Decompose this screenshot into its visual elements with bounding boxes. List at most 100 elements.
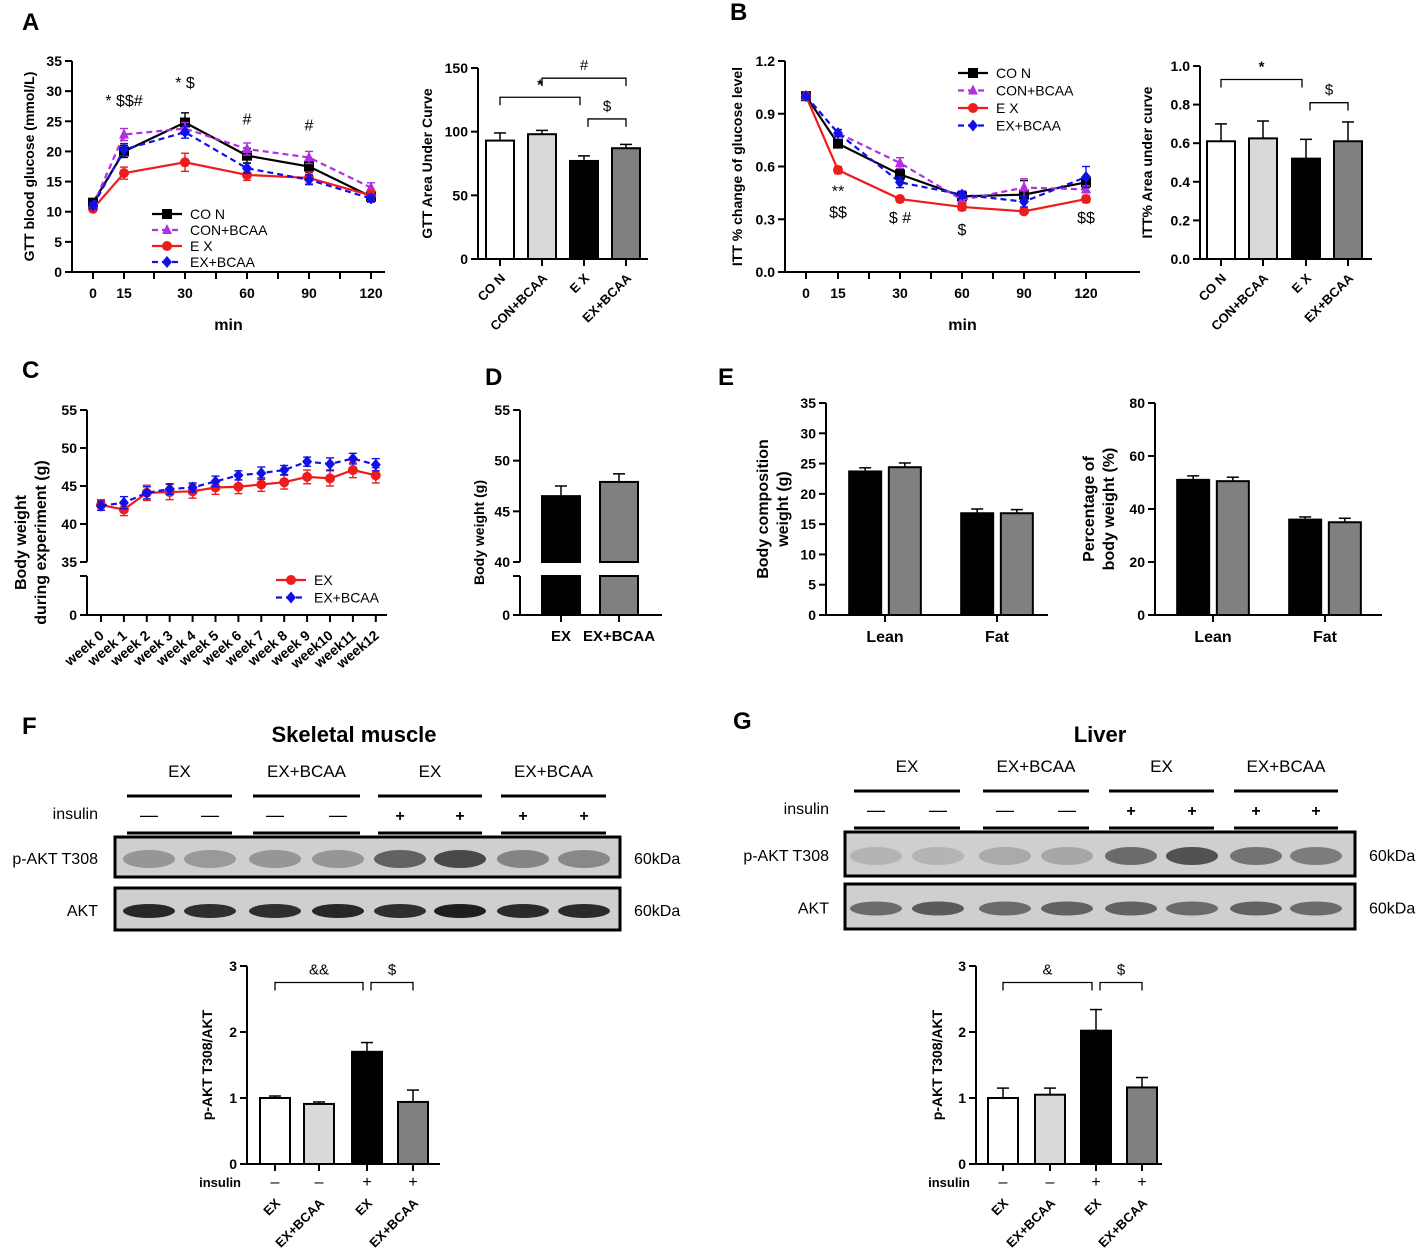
y-tick-label: 10 [800, 546, 816, 562]
blot-insulin-sign: — [929, 800, 947, 820]
bar-EX+BCAA [599, 480, 639, 563]
blot-row-label: p-AKT T308 [12, 851, 98, 868]
blot-band [1230, 847, 1282, 865]
y-tick-label: 60 [1129, 448, 1145, 464]
legend-marker-EX [162, 241, 172, 251]
blot-band [1041, 847, 1093, 865]
data-point-EX [833, 165, 843, 176]
blot-band [912, 847, 964, 865]
data-point-EX+BCAA [118, 496, 129, 509]
y-tick-label: 1 [229, 1090, 237, 1106]
y-axis-label: body weight (%) [1101, 448, 1118, 571]
y-tick-label: 45 [494, 503, 510, 519]
panel-letter-D: D [485, 364, 502, 391]
blot-band [558, 904, 610, 918]
blot-insulin-sign: — [201, 805, 219, 825]
insulin-sign: + [1091, 1174, 1100, 1191]
x-tick-label: 60 [954, 285, 970, 301]
data-point-EX+BCAA [164, 483, 175, 496]
bar-EX+BCAA [1126, 1086, 1158, 1165]
bar-CON+BCAA [1034, 1093, 1066, 1165]
data-point-EX [118, 504, 129, 515]
x-tick-label: CO N [475, 271, 509, 305]
blot-band [184, 904, 236, 918]
panel-letter-E: E [718, 364, 734, 391]
x-tick-label: E X [1289, 270, 1315, 296]
blot-insulin-sign: — [140, 805, 158, 825]
y-axis-label: ITT % change of glucose level [729, 67, 745, 266]
bar-EX+BCAA [999, 512, 1034, 616]
significance-bracket [1099, 981, 1143, 991]
significance-label: & [1042, 962, 1052, 979]
data-point-EX+BCAA [187, 481, 198, 494]
bar-EX+BCAA-lower [599, 575, 639, 616]
y-tick-label: 0.4 [1171, 174, 1191, 190]
bar-EX [1291, 157, 1321, 260]
blot-band [312, 904, 364, 918]
blot-band [979, 901, 1031, 916]
blot-band [1166, 847, 1218, 865]
blot-insulin-label: insulin [784, 801, 829, 818]
data-point-EX [180, 157, 190, 168]
blot-group-label: EX [419, 762, 442, 781]
blot-band [249, 850, 301, 868]
blot-size-label: 60kDa [634, 903, 680, 920]
legend-marker-EX+BCAA [968, 119, 978, 132]
blot-row-label: AKT [67, 903, 98, 920]
series-line-EX+BCAA [92, 130, 372, 207]
data-point-CON [833, 138, 843, 149]
significance-label: $ [603, 98, 612, 115]
significance-bracket [587, 118, 627, 127]
series-line-EX [92, 161, 372, 210]
data-point-EX [1081, 194, 1091, 205]
legend-marker-EX [968, 103, 978, 113]
blot-group-label: EX [896, 757, 919, 776]
blot-group-label: EX [1150, 757, 1173, 776]
insulin-sign: – [315, 1174, 324, 1191]
y-tick-label: 50 [452, 187, 468, 203]
y-tick-label: 2 [958, 1024, 966, 1040]
data-point-EX+BCAA [347, 452, 358, 465]
bar-EX [351, 1050, 383, 1166]
blot-band [374, 850, 426, 868]
significance-label: * [537, 76, 543, 93]
y-tick-label: 1 [958, 1090, 966, 1106]
bar-EX+BCAA [611, 147, 641, 260]
y-tick-label: 80 [1129, 395, 1145, 411]
y-tick-label: 35 [61, 554, 77, 570]
blot-band [850, 847, 902, 865]
y-tick-label: 50 [61, 440, 77, 456]
panel-letter-F: F [22, 713, 37, 740]
legend-label: EX+BCAA [996, 118, 1062, 134]
blot-size-label: 60kDa [634, 851, 680, 868]
data-point-EX+BCAA [304, 173, 314, 186]
x-tick-label: Lean [866, 629, 903, 646]
y-tick-label: 3 [958, 958, 966, 974]
insulin-sign: – [1046, 1174, 1055, 1191]
data-point-EX [210, 482, 221, 493]
series-line-EX+BCAA [805, 95, 1087, 203]
legend-marker-EX [286, 575, 296, 585]
y-tick-label: 0.0 [1171, 251, 1191, 267]
data-point-EX+BCAA [141, 486, 152, 499]
y-tick-label: 0 [460, 251, 468, 267]
data-point-CON+BCAA [1019, 181, 1029, 192]
panel-letter-A: A [22, 9, 39, 36]
data-point-EX [347, 465, 358, 476]
blot-band [1166, 901, 1218, 916]
data-point-EX+BCAA [366, 192, 376, 205]
blot-band [249, 904, 301, 918]
x-tick-label: EX [551, 628, 571, 645]
data-point-EX+BCAA [1019, 195, 1029, 208]
significance-annotation: ** [832, 183, 844, 200]
significance-bracket [274, 981, 364, 991]
significance-annotation: * $$# [105, 93, 142, 110]
blot-insulin-sign: + [395, 808, 404, 825]
blot-title: Liver [1074, 722, 1127, 747]
data-point-EX+BCAA [88, 199, 98, 212]
x-tick-label: Fat [1313, 629, 1338, 646]
bar-CON+BCAA [1248, 137, 1278, 260]
y-tick-label: 35 [800, 395, 816, 411]
blot-title: Skeletal muscle [271, 722, 436, 747]
